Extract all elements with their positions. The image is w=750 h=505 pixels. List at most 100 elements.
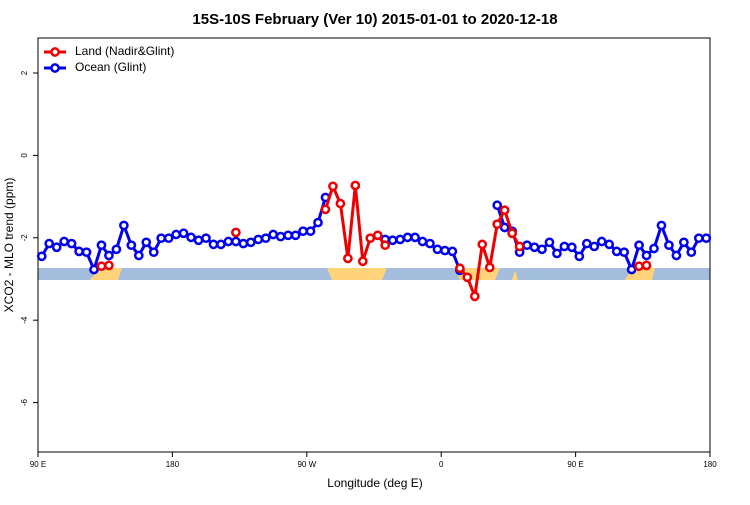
data-point — [522, 240, 532, 251]
data-point — [275, 231, 286, 242]
data-point — [238, 238, 249, 249]
data-point — [36, 251, 47, 262]
data-point — [141, 237, 152, 248]
data-point — [268, 229, 279, 240]
x-tick-label: 180 — [166, 460, 180, 469]
data-point — [171, 229, 181, 240]
data-point — [148, 247, 159, 258]
y-tick-label: -2 — [20, 234, 29, 242]
data-point — [133, 250, 144, 261]
data-point — [514, 241, 525, 252]
data-point — [417, 236, 428, 247]
series-line — [458, 206, 521, 303]
land-band — [512, 270, 518, 280]
data-point — [283, 230, 293, 241]
data-point — [156, 233, 167, 244]
data-point — [641, 250, 652, 261]
data-point — [567, 242, 577, 253]
data-point — [619, 247, 629, 258]
data-point — [671, 250, 682, 261]
data-point — [626, 264, 637, 275]
chart-title: 15S-10S February (Ver 10) 2015-01-01 to … — [192, 11, 557, 28]
data-point — [529, 242, 540, 253]
y-tick-label: -6 — [20, 398, 29, 406]
data-point — [492, 219, 503, 230]
legend-marker — [50, 63, 60, 73]
data-point — [126, 240, 137, 251]
data-point — [425, 238, 435, 249]
data-point — [201, 233, 211, 244]
data-point — [611, 246, 622, 257]
data-point — [119, 220, 129, 231]
data-point — [387, 235, 398, 246]
data-point — [402, 232, 413, 243]
data-point — [499, 205, 510, 216]
data-point — [59, 236, 69, 247]
x-tick-label: 180 — [703, 460, 717, 469]
x-tick-label: 90 E — [30, 460, 46, 469]
series — [36, 192, 712, 276]
legend-marker — [50, 47, 60, 57]
data-point — [89, 264, 99, 275]
data-point — [104, 250, 114, 261]
data-point — [634, 240, 644, 251]
data-point — [581, 238, 592, 249]
data-point — [223, 236, 234, 247]
data-point — [656, 220, 667, 231]
y-axis-label: XCO2 - MLO trend (ppm) — [2, 178, 16, 313]
data-point — [216, 239, 226, 250]
data-point — [477, 239, 488, 250]
data-point — [440, 245, 450, 256]
x-tick-label: 0 — [439, 460, 444, 469]
data-point — [350, 180, 361, 191]
data-point — [335, 198, 346, 209]
data-point — [679, 237, 689, 248]
data-point — [231, 227, 241, 238]
data-point — [208, 239, 219, 250]
data-point — [313, 217, 323, 228]
data-point — [455, 263, 465, 274]
data-point — [260, 233, 271, 244]
data-point — [589, 241, 600, 252]
data-point — [365, 233, 376, 244]
data-point — [163, 233, 174, 244]
data-point — [343, 253, 353, 264]
data-point — [469, 291, 480, 302]
data-point — [604, 239, 615, 250]
data-point — [537, 244, 547, 255]
data-point — [298, 226, 308, 237]
data-point — [552, 248, 562, 259]
data-point — [634, 261, 644, 272]
data-point — [320, 204, 331, 215]
data-point — [44, 238, 55, 249]
data-point — [507, 228, 517, 239]
data-point — [701, 233, 712, 244]
data-point — [74, 246, 84, 257]
data-point — [649, 243, 659, 254]
data-point — [395, 234, 405, 245]
data-point — [432, 244, 443, 255]
data-point — [51, 242, 62, 253]
data-point — [96, 240, 107, 251]
data-point — [290, 230, 301, 241]
data-point — [544, 237, 555, 248]
data-point — [492, 200, 503, 211]
data-point — [104, 260, 114, 271]
data-point — [462, 272, 473, 283]
data-point — [193, 235, 204, 246]
data-point — [410, 232, 420, 243]
data-point — [380, 240, 391, 251]
y-tick-label: -4 — [20, 316, 29, 324]
land-band — [327, 268, 387, 280]
data-point — [66, 238, 77, 249]
data-point — [186, 232, 196, 243]
legend-label: Land (Nadir&Glint) — [75, 44, 174, 58]
data-point — [231, 236, 241, 247]
data-point — [574, 251, 585, 262]
x-tick-label: 90 W — [297, 460, 316, 469]
data-point — [328, 181, 338, 192]
surface-band — [38, 268, 710, 280]
plot-frame — [37, 37, 711, 453]
series-line — [324, 182, 387, 262]
